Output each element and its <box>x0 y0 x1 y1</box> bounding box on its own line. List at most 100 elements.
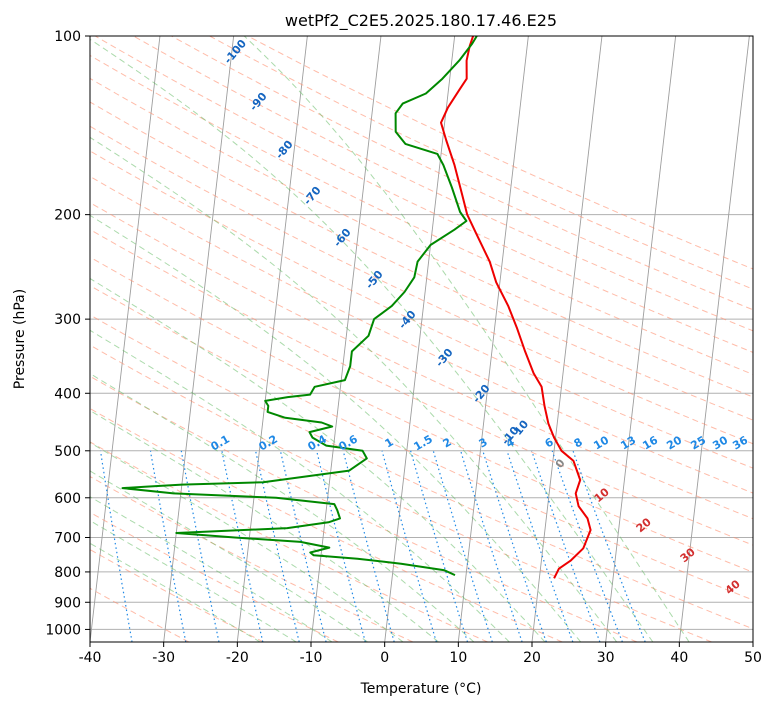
moist-adiabat-line <box>90 329 510 642</box>
isotherm-line <box>605 36 677 642</box>
dry-adiabat-label: 20 <box>634 515 654 535</box>
dry-adiabat-label: 30 <box>678 545 698 565</box>
mixing-ratio-line <box>149 450 187 642</box>
x-tick-label: 30 <box>597 650 615 666</box>
moist-adiabat-label: 0 <box>553 456 568 470</box>
x-tick-label: -10 <box>300 650 323 666</box>
dry-adiabat-label: 40 <box>723 577 743 597</box>
mixing-ratio-label: 25 <box>688 434 708 453</box>
moist-adiabat-label: -40 <box>396 308 419 332</box>
moist-adiabat-line <box>90 542 261 642</box>
x-tick-label: 0 <box>380 650 389 666</box>
dry-adiabat-line <box>90 587 190 642</box>
moist-adiabat-line <box>90 496 333 642</box>
x-tick-label: 50 <box>744 650 762 666</box>
dry-adiabat-line <box>90 285 753 601</box>
moist-adiabat-line <box>90 470 368 642</box>
moist-adiabat-line <box>90 373 475 642</box>
isotherm-line <box>310 36 382 642</box>
mixing-ratio-line <box>460 450 523 642</box>
dry-adiabat-line <box>90 77 753 398</box>
isotherm-line <box>90 36 161 642</box>
mixing-ratio-label: 1 <box>383 435 396 450</box>
x-tick-label: -40 <box>79 650 102 666</box>
dry-adiabat-line <box>90 548 264 642</box>
dry-adiabat-line <box>90 344 712 642</box>
moist-adiabat-label: -80 <box>273 138 296 162</box>
dry-adiabat-line <box>90 314 753 630</box>
mixing-ratio-line <box>551 450 623 642</box>
dry-adiabat-line <box>90 441 488 642</box>
y-tick-label: 1000 <box>45 622 81 638</box>
moist-adiabat-line <box>90 136 618 642</box>
background-reference-lines <box>90 36 753 642</box>
dry-adiabat-line <box>90 202 753 520</box>
y-tick-label: 900 <box>54 595 81 611</box>
x-tick-label: -20 <box>226 650 249 666</box>
mixing-ratio-label: 30 <box>710 433 730 452</box>
mixing-ratio-label: 13 <box>618 434 638 453</box>
moist-adiabat-line <box>90 441 404 642</box>
dry-adiabat-line <box>90 407 563 642</box>
dry-adiabat-line <box>132 36 753 332</box>
moist-adiabat-line <box>90 277 546 642</box>
mixing-ratio-label: 8 <box>572 435 585 450</box>
dry-adiabat-line <box>90 175 753 494</box>
isotherm-line <box>531 36 603 642</box>
y-tick-label: 700 <box>54 531 81 547</box>
y-tick-label: 500 <box>54 444 81 460</box>
dry-adiabat-line <box>90 511 339 642</box>
y-tick-label: 200 <box>54 208 81 224</box>
y-tick-label: 800 <box>54 565 81 581</box>
dry-adiabat-line <box>90 256 753 573</box>
dry-adiabat-line <box>208 36 753 290</box>
plot-frame <box>89 35 754 643</box>
y-tick-label: 100 <box>54 29 81 45</box>
dry-adiabat-label: 10 <box>592 485 612 505</box>
y-axis-label: Pressure (hPa) <box>12 289 28 389</box>
mixing-ratio-line <box>572 450 646 642</box>
mixing-ratio-line <box>381 450 437 642</box>
mixing-ratio-line <box>432 450 493 642</box>
mixing-ratio-label: 10 <box>591 433 611 452</box>
isotherm-line <box>236 36 308 642</box>
x-tick-label: 40 <box>670 650 688 666</box>
moist-adiabat-line <box>90 409 439 642</box>
moist-adiabat-line <box>90 38 654 642</box>
mixing-ratio-label: 3 <box>477 435 490 450</box>
mixing-ratio-label: 20 <box>664 433 684 452</box>
sounding-series <box>121 36 592 579</box>
mixing-ratio-label: 16 <box>640 433 660 452</box>
mixing-ratio-line <box>482 450 547 642</box>
isotherm-line <box>457 36 529 642</box>
moist-adiabat-label: -30 <box>433 346 456 370</box>
dry-adiabat-line <box>90 125 753 445</box>
moist-adiabat-label: -90 <box>247 90 270 114</box>
mixing-ratio-line <box>506 450 574 642</box>
mixing-ratio-line <box>221 450 264 642</box>
mixing-ratio-line <box>99 450 133 642</box>
mixing-ratio-line <box>180 450 220 642</box>
dry-adiabat-line <box>90 150 753 469</box>
y-tick-label: 400 <box>54 386 81 402</box>
moist-adiabat-label: -60 <box>331 226 354 250</box>
mixing-ratio-line <box>410 450 469 642</box>
y-tick-label: 300 <box>54 312 81 328</box>
dewpoint-profile-line <box>121 36 478 577</box>
isotherm-line <box>163 36 235 642</box>
dry-adiabat-line <box>94 36 753 353</box>
moist-adiabat-label: -100 <box>221 37 249 67</box>
isotherm-line <box>678 36 750 642</box>
x-axis-label: Temperature (°C) <box>360 681 482 697</box>
dry-adiabat-line <box>90 101 753 421</box>
moist-adiabat-line <box>243 36 690 642</box>
mixing-ratio-line <box>342 450 395 642</box>
dry-adiabat-line <box>90 228 753 546</box>
moist-adiabat-label: -20 <box>470 382 493 406</box>
chart-title: wetPf2_C2E5.2025.180.17.46.E25 <box>285 11 557 31</box>
x-tick-label: -30 <box>152 650 175 666</box>
x-tick-label: 10 <box>449 650 467 666</box>
mixing-ratio-line <box>531 450 601 642</box>
